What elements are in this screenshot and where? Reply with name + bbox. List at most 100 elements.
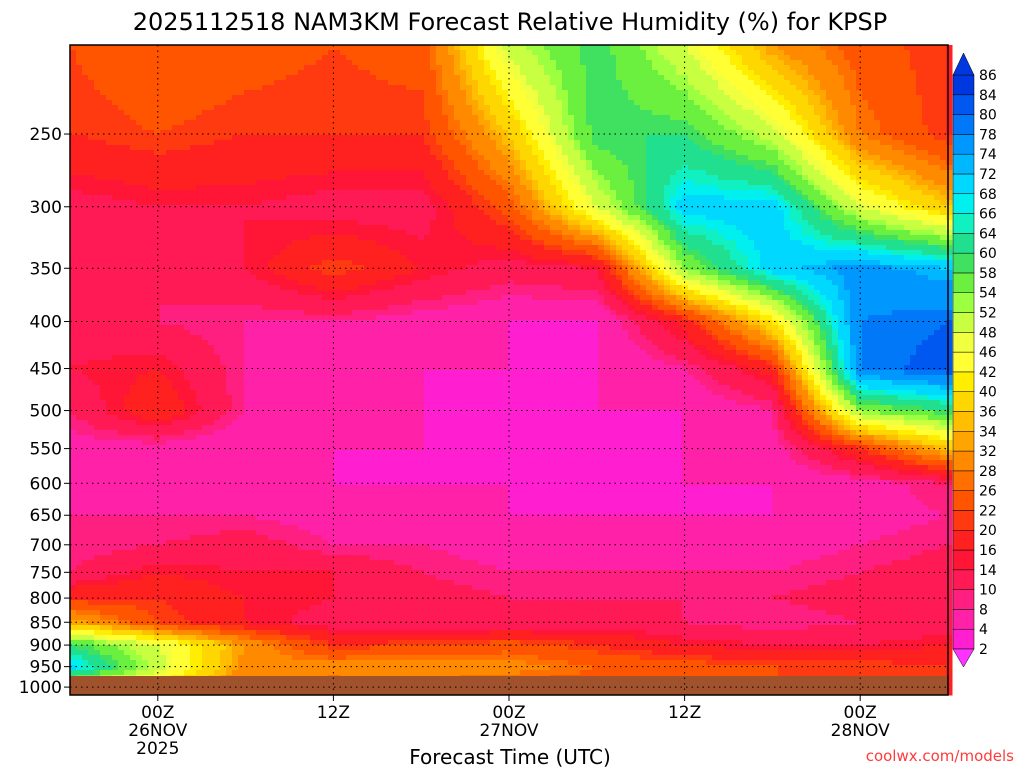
rh-cell	[814, 110, 821, 116]
rh-cell	[520, 165, 527, 171]
rh-cell	[790, 115, 797, 121]
rh-cell	[274, 190, 281, 196]
rh-cell	[400, 190, 407, 196]
rh-cell	[634, 135, 641, 141]
rh-cell	[310, 180, 317, 186]
rh-cell	[76, 80, 83, 86]
rh-cell	[766, 180, 773, 186]
rh-cell	[250, 50, 257, 56]
rh-cell	[946, 165, 953, 171]
rh-cell	[664, 100, 671, 106]
rh-cell	[220, 205, 227, 211]
rh-cell	[292, 125, 299, 131]
rh-cell	[802, 205, 809, 211]
rh-cell	[184, 50, 191, 56]
rh-cell	[382, 60, 389, 66]
rh-cell	[856, 105, 863, 111]
rh-cell	[640, 165, 647, 171]
rh-cell	[772, 185, 779, 191]
rh-cell	[202, 180, 209, 186]
rh-cell	[718, 135, 725, 141]
rh-cell	[634, 165, 641, 171]
rh-cell	[712, 60, 719, 66]
rh-cell	[838, 210, 845, 216]
rh-cell	[214, 190, 221, 196]
rh-cell	[874, 90, 881, 96]
rh-cell	[154, 210, 161, 216]
rh-cell	[70, 95, 77, 101]
rh-cell	[436, 90, 443, 96]
rh-cell	[274, 135, 281, 141]
rh-cell	[550, 120, 557, 126]
rh-cell	[154, 170, 161, 176]
rh-cell	[898, 135, 905, 141]
rh-cell	[880, 195, 887, 201]
rh-cell	[484, 80, 491, 86]
rh-cell	[478, 90, 485, 96]
rh-cell	[796, 160, 803, 166]
rh-cell	[106, 60, 113, 66]
rh-cell	[274, 95, 281, 101]
rh-cell	[586, 55, 593, 61]
rh-cell	[754, 190, 761, 196]
rh-cell	[196, 205, 203, 211]
rh-cell	[310, 210, 317, 216]
rh-cell	[190, 180, 197, 186]
rh-cell	[928, 70, 935, 76]
rh-cell	[208, 135, 215, 141]
rh-cell	[910, 50, 917, 56]
rh-cell	[556, 75, 563, 81]
rh-cell	[892, 190, 899, 196]
rh-cell	[940, 130, 947, 136]
rh-cell	[562, 140, 569, 146]
rh-cell	[514, 55, 521, 61]
rh-cell	[724, 75, 731, 81]
rh-cell	[628, 155, 635, 161]
rh-cell	[100, 85, 107, 91]
rh-cell	[694, 85, 701, 91]
rh-cell	[322, 125, 329, 131]
rh-cell	[514, 160, 521, 166]
rh-cell	[484, 60, 491, 66]
rh-cell	[706, 120, 713, 126]
rh-cell	[448, 195, 455, 201]
rh-cell	[166, 205, 173, 211]
rh-cell	[352, 70, 359, 76]
rh-cell	[268, 205, 275, 211]
rh-cell	[610, 95, 617, 101]
rh-cell	[256, 140, 263, 146]
rh-cell	[946, 80, 953, 86]
rh-cell	[514, 130, 521, 136]
rh-cell	[628, 210, 635, 216]
rh-cell	[412, 145, 419, 151]
rh-cell	[160, 160, 167, 166]
rh-cell	[892, 135, 899, 141]
rh-cell	[862, 160, 869, 166]
rh-cell	[922, 75, 929, 81]
rh-cell	[784, 185, 791, 191]
rh-cell	[580, 105, 587, 111]
rh-cell	[862, 90, 869, 96]
rh-cell	[460, 210, 467, 216]
rh-cell	[166, 165, 173, 171]
rh-cell	[520, 120, 527, 126]
rh-cell	[364, 100, 371, 106]
rh-cell	[742, 55, 749, 61]
rh-cell	[322, 85, 329, 91]
rh-cell	[478, 80, 485, 86]
rh-cell	[586, 125, 593, 131]
rh-cell	[310, 115, 317, 121]
rh-cell	[502, 165, 509, 171]
rh-cell	[466, 85, 473, 91]
rh-cell	[430, 150, 437, 156]
rh-cell	[940, 85, 947, 91]
rh-cell	[136, 165, 143, 171]
rh-cell	[316, 125, 323, 131]
rh-cell	[502, 60, 509, 66]
rh-cell	[832, 110, 839, 116]
rh-cell	[118, 120, 125, 126]
rh-cell	[400, 155, 407, 161]
rh-cell	[178, 140, 185, 146]
rh-cell	[694, 155, 701, 161]
rh-cell	[640, 155, 647, 161]
